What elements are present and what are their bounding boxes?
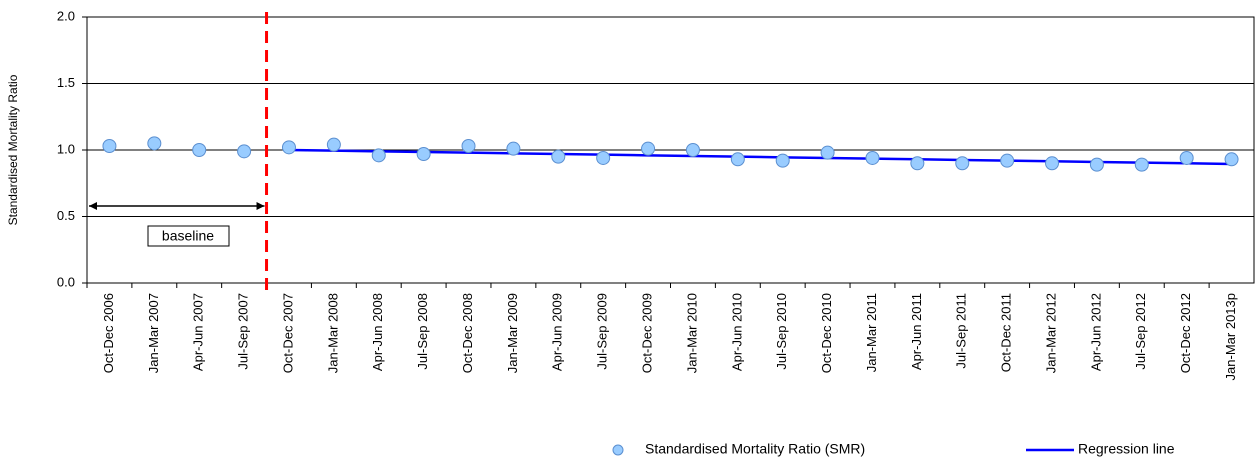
smr-point [551, 149, 566, 164]
smr-point [1045, 156, 1060, 171]
x-tick-label: Jan-Mar 2007 [146, 293, 161, 373]
x-tick-label: Oct-Dec 2011 [999, 293, 1014, 372]
legend-swatch [612, 444, 624, 456]
smr-point [820, 145, 835, 160]
smr-point [237, 144, 252, 159]
smr-point [641, 141, 656, 156]
smr-point [461, 139, 476, 154]
smr-point [730, 152, 745, 167]
x-tick-label: Apr-Jun 2009 [550, 293, 565, 371]
x-tick-label: Oct-Dec 2006 [101, 293, 116, 373]
smr-point [326, 137, 341, 152]
smr-point [955, 156, 970, 171]
y-tick-label: 1.0 [57, 141, 75, 156]
arrow-head [89, 202, 97, 210]
x-tick-label: Jan-Mar 2009 [505, 293, 520, 373]
y-tick-label: 0.0 [57, 274, 75, 289]
x-tick-label: Apr-Jun 2008 [370, 293, 385, 371]
smr-point [506, 141, 521, 156]
x-tick-label: Jul-Sep 2008 [415, 293, 430, 370]
smr-point [1089, 157, 1104, 172]
x-tick-label: Jan-Mar 2008 [325, 293, 340, 373]
x-tick-label: Jan-Mar 2012 [1043, 293, 1058, 373]
smr-point [102, 139, 117, 154]
regression-line [288, 148, 1232, 166]
smr-point [192, 143, 207, 157]
annotation-box [147, 225, 230, 247]
x-tick-label: Jan-Mar 2013p [1223, 293, 1238, 380]
smr-point [371, 148, 386, 163]
x-tick-label: Oct-Dec 2007 [280, 293, 295, 373]
annotation: baseline [162, 228, 214, 244]
smr-point [910, 156, 925, 171]
smr-point [416, 146, 431, 161]
y-axis-label: Standardised Mortality Ratio [6, 74, 20, 225]
smr-point [596, 150, 611, 165]
legend-label: Regression line [1078, 441, 1175, 457]
x-tick-label: Jan-Mar 2011 [864, 293, 879, 372]
legend-label: Standardised Mortality Ratio (SMR) [645, 441, 865, 457]
x-tick-label: Jul-Sep 2007 [236, 293, 251, 370]
y-tick-label: 2.0 [57, 8, 75, 23]
x-tick-label: Apr-Jun 2007 [191, 293, 206, 371]
smr-point [1000, 153, 1015, 168]
x-tick-label: Oct-Dec 2012 [1178, 293, 1193, 373]
smr-point [775, 153, 790, 168]
x-tick-label: Apr-Jun 2010 [729, 293, 744, 371]
arrow-head [256, 202, 265, 210]
x-tick-label: Jul-Sep 2009 [595, 293, 610, 370]
x-tick-label: Jul-Sep 2010 [774, 293, 789, 370]
x-tick-label: Apr-Jun 2012 [1088, 293, 1103, 371]
y-tick-label: 1.5 [57, 75, 75, 90]
y-tick-label: 0.5 [57, 208, 75, 223]
smr-point [1179, 150, 1194, 165]
smr-point [147, 136, 162, 151]
smr-point [1224, 152, 1239, 167]
x-tick-label: Oct-Dec 2008 [460, 293, 475, 373]
smr-point [865, 150, 880, 165]
x-tick-label: Oct-Dec 2009 [639, 293, 654, 373]
x-tick-label: Jan-Mar 2010 [684, 293, 699, 373]
smr-point [1134, 157, 1149, 172]
smr-point [281, 140, 296, 155]
x-tick-label: Apr-Jun 2011 [909, 293, 924, 370]
x-tick-label: Jul-Sep 2012 [1133, 293, 1148, 370]
smr-point [685, 143, 700, 157]
x-tick-label: Oct-Dec 2010 [819, 293, 834, 373]
x-tick-label: Jul-Sep 2011 [954, 293, 969, 369]
